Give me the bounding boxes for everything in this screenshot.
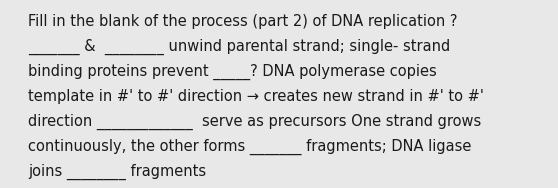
Text: continuously, the other forms _______ fragments; DNA ligase: continuously, the other forms _______ fr… [28,139,472,155]
Text: _______ &  ________ unwind parental strand; single- strand: _______ & ________ unwind parental stran… [28,39,450,55]
Text: direction _____________  serve as precursors One strand grows: direction _____________ serve as precurs… [28,114,481,130]
Text: template in #' to #' direction → creates new strand in #' to #': template in #' to #' direction → creates… [28,89,484,104]
Text: binding proteins prevent _____? DNA polymerase copies: binding proteins prevent _____? DNA poly… [28,64,437,80]
Text: Fill in the blank of the process (part 2) of DNA replication ?: Fill in the blank of the process (part 2… [28,14,458,29]
Text: joins ________ fragments: joins ________ fragments [28,164,206,180]
